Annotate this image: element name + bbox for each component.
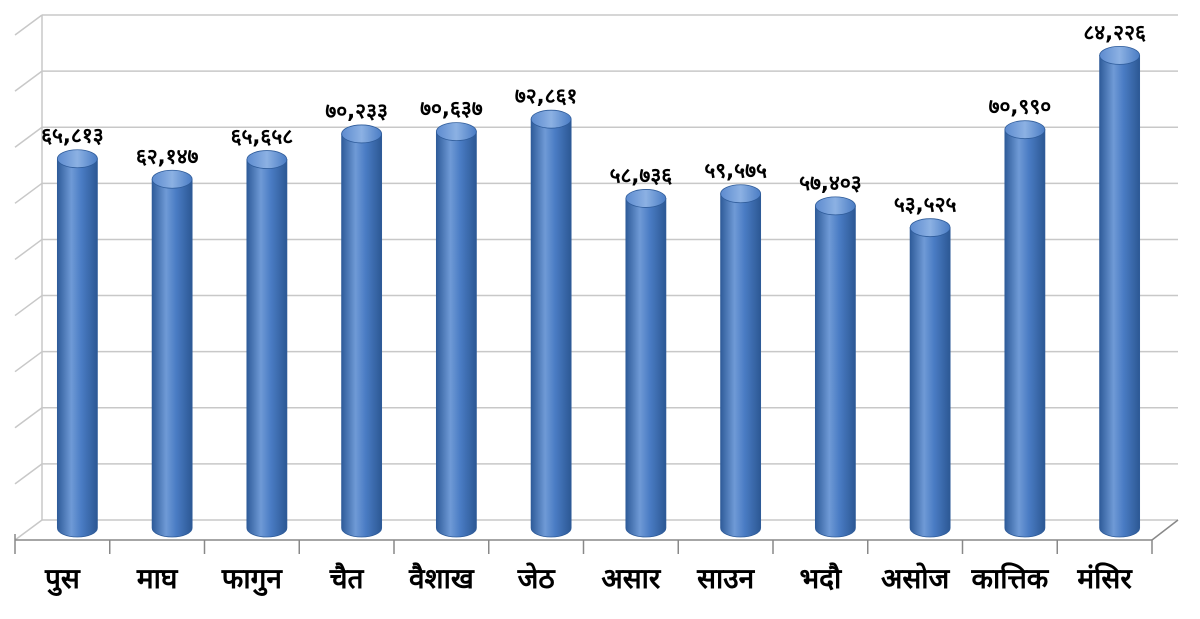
bar-cap: [1004, 120, 1046, 140]
bar-cap: [151, 169, 193, 189]
bar-body: [1099, 54, 1141, 538]
data-label: ७२,८६१: [515, 84, 578, 108]
bar-body: [814, 205, 856, 538]
gridline-side: [14, 519, 43, 541]
data-label: ७०,२३३: [325, 99, 388, 123]
bar-cap: [720, 184, 762, 204]
bar-cap: [246, 150, 288, 169]
data-label: ५७,४०३: [799, 171, 862, 195]
category-label: मंसिर: [1076, 562, 1133, 595]
gridline-side: [14, 351, 43, 373]
gridline-side: [14, 463, 43, 485]
bar-body: [435, 131, 477, 538]
bar-cap: [625, 189, 667, 208]
gridlines: [14, 14, 1179, 554]
gridline-side: [14, 182, 43, 204]
bar-body: [1004, 129, 1046, 538]
bar: [435, 122, 477, 538]
bar-cap: [56, 149, 98, 169]
value-labels: ६५,८१३ ६२,१४७ ६५,६५८ ७०,२३३ ७०,६३७ ७२,८६१ ५८,७…: [41, 20, 1146, 216]
bar: [909, 218, 951, 538]
data-label: ५८,७३६: [610, 163, 673, 187]
category-label: कात्तिक: [970, 562, 1049, 595]
bar-body: [151, 178, 193, 538]
bar-body: [530, 118, 572, 538]
bar-body: [720, 193, 762, 538]
data-label: ५३,५२५: [894, 193, 957, 217]
bar: [530, 109, 572, 538]
gridline-side: [14, 126, 43, 148]
bar: [1099, 45, 1141, 538]
bar: [1004, 120, 1046, 538]
category-label: जेठ: [517, 562, 557, 595]
bar-cap: [909, 218, 951, 238]
bar: [341, 124, 383, 538]
gridline-side: [14, 238, 43, 261]
gridline-side: [14, 14, 43, 36]
bar: [814, 196, 856, 538]
data-label: ७०,९९०: [989, 95, 1052, 119]
bar-body: [341, 133, 383, 538]
bar-body: [56, 158, 98, 538]
data-label: ६२,१४७: [136, 144, 199, 168]
category-label: फागुन: [221, 562, 284, 596]
gridline-side: [14, 294, 43, 317]
category-label: चैत: [329, 562, 365, 595]
category-label: साउन: [696, 562, 756, 595]
bar: [246, 150, 288, 538]
category-label: वैशाख: [408, 562, 475, 595]
data-label: ६५,६५८: [231, 125, 294, 149]
bar-cap: [341, 124, 383, 144]
floor-right-edge: [1151, 519, 1179, 541]
gridline-side: [14, 70, 43, 92]
gridline-side: [14, 407, 43, 429]
category-label: माघ: [136, 562, 179, 595]
data-label: ८४,२२६: [1083, 20, 1146, 44]
data-label: ५९,५७५: [704, 159, 767, 183]
category-labels: पुस माघ फागुन चैत वैशाख जेठ असार साउन भदौ असोज कात…: [44, 562, 1133, 596]
data-label: ७०,६३७: [420, 97, 483, 121]
category-label: भदौ: [799, 562, 843, 595]
bar-cap: [435, 122, 477, 142]
category-label: पुस: [44, 562, 81, 596]
bar-cap: [814, 196, 856, 216]
bar-body: [909, 227, 951, 538]
data-label: ६५,८१३: [41, 124, 104, 148]
bar: [56, 149, 98, 538]
category-label: असार: [601, 562, 662, 595]
bar-body: [246, 159, 288, 538]
bar-cap: [530, 109, 572, 129]
bar-body: [625, 198, 667, 538]
bar: [625, 189, 667, 538]
bars: [56, 45, 1141, 538]
bar: [720, 184, 762, 538]
category-label: असोज: [881, 562, 951, 595]
bar-cap: [1099, 45, 1141, 65]
bar: [151, 169, 193, 538]
